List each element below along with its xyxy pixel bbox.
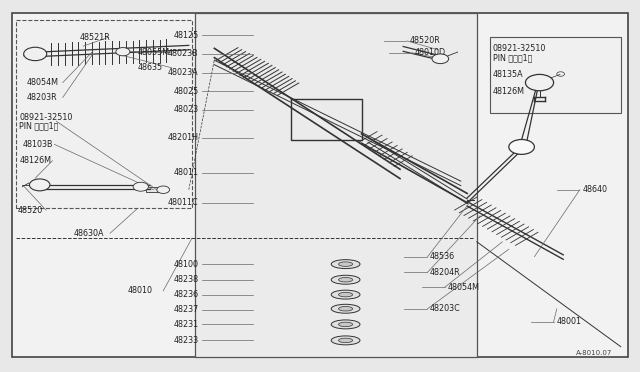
Ellipse shape (332, 304, 360, 313)
Text: 48520R: 48520R (410, 36, 440, 45)
Text: 48635: 48635 (138, 63, 163, 72)
Text: 48023B: 48023B (168, 49, 198, 58)
Text: 48023A: 48023A (168, 68, 198, 77)
Text: 48236: 48236 (173, 290, 198, 299)
Text: A-8010.07: A-8010.07 (576, 350, 612, 356)
Text: 48010: 48010 (128, 286, 153, 295)
Text: 48055M: 48055M (138, 48, 170, 57)
Ellipse shape (332, 275, 360, 284)
Circle shape (509, 140, 534, 154)
Text: 48011: 48011 (173, 169, 198, 177)
Circle shape (525, 74, 554, 91)
Circle shape (432, 54, 449, 64)
Circle shape (29, 179, 50, 191)
Ellipse shape (339, 278, 353, 282)
Text: 48536: 48536 (430, 252, 455, 261)
Text: 48233: 48233 (173, 336, 198, 345)
Ellipse shape (332, 290, 360, 299)
Ellipse shape (339, 322, 353, 327)
Circle shape (557, 72, 564, 76)
Text: 48126M: 48126M (493, 87, 525, 96)
Text: 48238: 48238 (173, 275, 198, 284)
Ellipse shape (332, 336, 360, 345)
Ellipse shape (339, 307, 353, 311)
Bar (195, 13, 477, 357)
Text: 48025: 48025 (173, 87, 198, 96)
Text: 48231: 48231 (173, 320, 198, 329)
Ellipse shape (339, 262, 353, 266)
Text: 08921-32510: 08921-32510 (493, 44, 546, 53)
Text: PIN ピン（1）: PIN ピン（1） (493, 53, 532, 62)
Text: 48125: 48125 (173, 31, 198, 40)
Text: 48135A: 48135A (493, 70, 524, 79)
Text: 48054M: 48054M (27, 78, 59, 87)
Bar (16, 20, 192, 208)
Circle shape (133, 182, 148, 191)
Text: 48010D: 48010D (415, 48, 446, 57)
Ellipse shape (339, 338, 353, 343)
Circle shape (157, 186, 170, 193)
Text: 48630A: 48630A (74, 229, 104, 238)
Text: 48054M: 48054M (448, 283, 480, 292)
Text: 48520: 48520 (17, 206, 42, 215)
Text: 48237: 48237 (173, 305, 198, 314)
Text: 48100: 48100 (173, 260, 198, 269)
Ellipse shape (332, 320, 360, 329)
Text: 48126M: 48126M (19, 156, 51, 165)
Text: 48204R: 48204R (430, 268, 461, 277)
Text: 48011C: 48011C (168, 198, 198, 207)
Circle shape (24, 47, 47, 61)
Text: 48001: 48001 (557, 317, 582, 326)
Circle shape (116, 48, 130, 56)
Ellipse shape (332, 260, 360, 269)
Ellipse shape (339, 292, 353, 297)
Text: 48201H: 48201H (168, 133, 198, 142)
Text: 08921-32510: 08921-32510 (19, 113, 72, 122)
Bar (146, 187, 160, 192)
Text: 48203C: 48203C (430, 304, 461, 313)
Text: 48203R: 48203R (27, 93, 58, 102)
Text: PIN ピン（1）: PIN ピン（1） (19, 121, 59, 130)
Text: 48103B: 48103B (22, 140, 53, 149)
Text: 48640: 48640 (582, 185, 607, 194)
Bar (490, 37, 621, 113)
Text: 48521R: 48521R (80, 33, 111, 42)
Text: 48023: 48023 (173, 105, 198, 114)
